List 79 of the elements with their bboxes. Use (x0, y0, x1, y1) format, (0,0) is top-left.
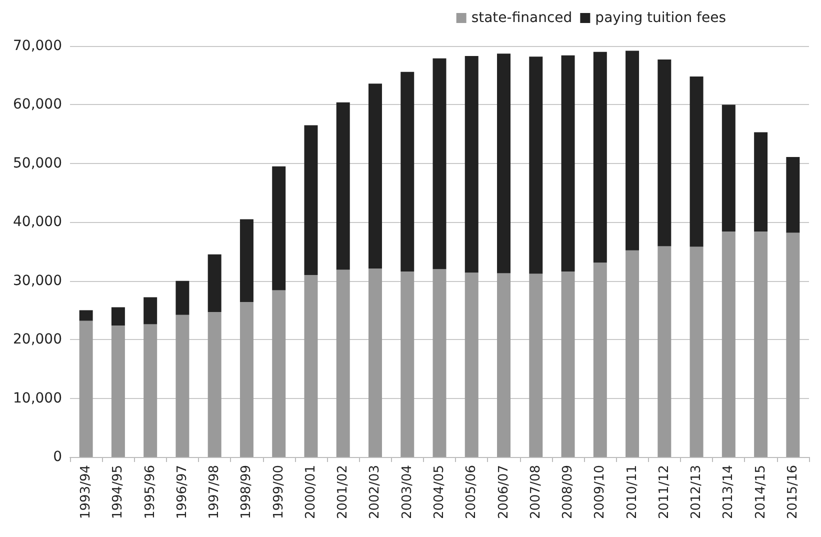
bar (304, 274, 318, 457)
x-tick-label: 1993/94 (78, 465, 94, 520)
y-tick-label: 60,000 (13, 96, 62, 113)
x-tick-label: 2004/05 (432, 465, 447, 520)
bar (272, 290, 286, 457)
bar (176, 280, 190, 315)
bar (304, 125, 318, 275)
y-tick-label: 50,000 (13, 155, 62, 172)
x-tick-label: 2010/11 (624, 465, 640, 520)
x-tick-label: 1994/95 (110, 465, 126, 520)
x-tick-label: 2000/01 (303, 465, 318, 520)
x-tick-label: 2002/03 (368, 465, 383, 520)
bar (144, 324, 158, 457)
y-tick-label: 70,000 (13, 38, 62, 54)
x-tick-label: 2005/06 (464, 465, 480, 520)
y-tick-label: 40,000 (13, 214, 62, 230)
bar (658, 246, 672, 457)
y-tick-label: 20,000 (13, 332, 62, 348)
bar (111, 307, 125, 326)
x-tick-label: 2001/02 (336, 465, 351, 520)
x-tick-label: 2013/14 (721, 465, 736, 520)
y-tick-label: 0 (53, 449, 62, 465)
bar (754, 132, 768, 232)
x-tick-label: 2011/12 (656, 465, 672, 520)
x-tick-label: 2008/09 (560, 465, 576, 520)
bar (400, 72, 414, 272)
bar (690, 76, 704, 247)
x-tick-label: 2009/10 (592, 465, 608, 520)
bar (400, 271, 414, 457)
bar (593, 52, 607, 263)
bar (497, 273, 511, 457)
bar (79, 320, 93, 457)
bar (208, 312, 222, 457)
bar (529, 274, 543, 457)
x-tick-label: 1999/00 (271, 465, 286, 520)
bar (593, 262, 607, 457)
bar (240, 219, 254, 302)
bar (368, 84, 382, 269)
bar (464, 272, 478, 457)
x-tick-label: 2012/13 (689, 465, 704, 520)
bar (786, 232, 800, 457)
bar (529, 56, 543, 274)
bar (272, 166, 286, 290)
y-tick-label: 30,000 (13, 272, 62, 289)
bar (464, 56, 478, 273)
bar (722, 104, 736, 232)
x-tick-label: 1995/96 (142, 465, 158, 520)
legend-label: state-financed (471, 10, 572, 26)
bar (176, 314, 190, 457)
bar (497, 54, 511, 274)
x-tick-label: 1998/99 (239, 465, 254, 520)
bar (336, 102, 350, 270)
bar (626, 250, 640, 457)
bar (144, 297, 158, 324)
x-tick-label: 2014/15 (753, 465, 768, 520)
x-tick-label: 2007/08 (528, 465, 544, 520)
bar (561, 55, 575, 272)
bar (79, 310, 93, 321)
bar (722, 232, 736, 457)
x-tick-label: 1996/97 (174, 465, 190, 520)
bar (626, 50, 640, 250)
bar (368, 268, 382, 457)
bar (336, 270, 350, 457)
bar (754, 232, 768, 457)
bar (561, 271, 575, 457)
bar (240, 302, 254, 457)
y-tick-label: 10,000 (13, 390, 62, 406)
x-tick-label: 1997/98 (207, 465, 222, 520)
bar (658, 60, 672, 246)
bar (786, 156, 800, 233)
x-tick-label: 2006/07 (496, 465, 512, 520)
bar (208, 254, 222, 312)
bar (432, 58, 446, 270)
bar (690, 246, 704, 457)
x-tick-label: 2003/04 (400, 465, 415, 520)
x-tick-label: 2015/16 (785, 465, 800, 520)
bar (432, 269, 446, 457)
bar (111, 325, 125, 457)
legend-label: paying tuition fees (595, 10, 726, 26)
